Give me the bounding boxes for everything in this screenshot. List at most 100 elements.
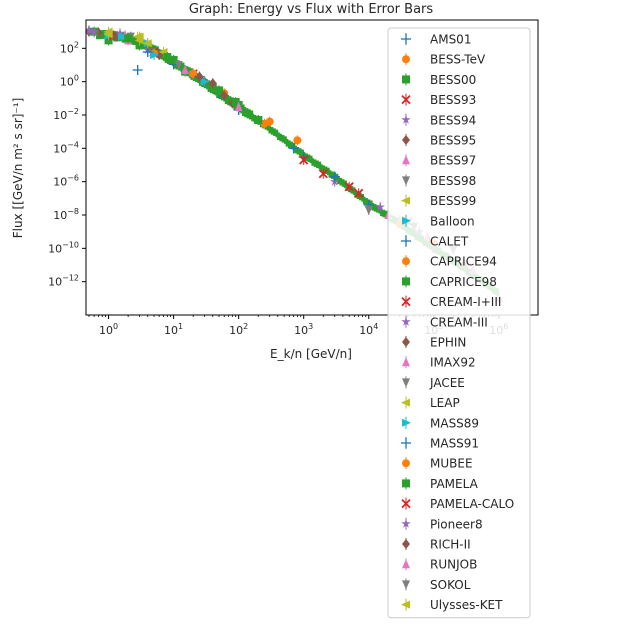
legend-label: SOKOL xyxy=(430,578,471,592)
band-mark xyxy=(298,148,302,152)
band-mark xyxy=(323,166,328,171)
legend-label: MASS89 xyxy=(430,416,479,430)
legend-label: CAPRICE94 xyxy=(430,255,497,269)
band-mark xyxy=(327,170,332,174)
band-mark xyxy=(338,177,343,182)
legend-marker xyxy=(402,277,410,286)
data-point xyxy=(142,47,153,58)
data-point xyxy=(117,32,127,41)
legend-item: BESS93 xyxy=(401,93,476,107)
band-mark xyxy=(319,164,323,168)
data-point xyxy=(142,39,152,48)
data-point xyxy=(220,90,229,101)
data-point xyxy=(115,28,125,38)
legend-item: Balloon xyxy=(402,214,475,228)
series-PAMELA-CALO xyxy=(299,154,354,192)
legend-marker xyxy=(401,196,410,205)
band-mark xyxy=(287,140,291,144)
legend-item: PAMELA xyxy=(402,477,479,491)
band-mark xyxy=(289,141,294,146)
band-mark xyxy=(381,209,386,214)
band-mark xyxy=(267,125,272,130)
legend-label: Pioneer8 xyxy=(430,517,483,531)
data-point xyxy=(163,53,172,62)
legend-item: MASS89 xyxy=(402,416,479,430)
legend-item: JACEE xyxy=(402,376,465,390)
band-mark xyxy=(343,180,347,185)
legend-label: BESS99 xyxy=(430,194,476,208)
band-mark xyxy=(309,155,313,160)
legend-label: JACEE xyxy=(429,376,465,390)
band-mark xyxy=(369,200,373,205)
legend-item: BESS-TeV xyxy=(402,53,486,67)
legend: AMS01 BESS-TeV BESS00 BESS93 BESS94 BESS95 BES… xyxy=(387,27,531,619)
legend-label: BESS98 xyxy=(430,174,476,188)
legend-item: CAPRICE98 xyxy=(402,275,497,289)
legend-label: Balloon xyxy=(430,214,475,228)
legend-item: BESS00 xyxy=(402,73,476,87)
band-mark xyxy=(280,135,285,139)
band-mark xyxy=(278,133,283,138)
legend-item: AMS01 xyxy=(401,33,471,47)
legend-label: CREAM-III xyxy=(430,315,488,329)
legend-marker xyxy=(401,296,411,307)
legend-marker xyxy=(402,580,410,590)
legend-marker xyxy=(401,236,411,246)
band-mark xyxy=(315,160,319,165)
data-point xyxy=(288,143,299,154)
band-mark xyxy=(312,159,317,163)
legend-marker xyxy=(402,155,410,165)
legend-marker xyxy=(401,600,410,609)
band-mark xyxy=(306,154,311,159)
legend-marker xyxy=(402,539,410,549)
legend-item: LEAP xyxy=(401,396,460,410)
band-mark xyxy=(330,171,334,175)
legend-marker xyxy=(401,498,411,509)
legend-marker xyxy=(401,114,411,124)
band-mark xyxy=(341,179,345,183)
data-point xyxy=(124,34,133,43)
legend-label: CALET xyxy=(430,235,469,249)
legend-item: PAMELA-CALO xyxy=(401,497,514,511)
legend-item: Ulysses-KET xyxy=(401,598,503,612)
band-mark xyxy=(375,205,379,209)
data-point xyxy=(132,65,143,76)
data-point xyxy=(344,182,354,192)
legend-marker xyxy=(402,337,410,347)
legend-label: BESS00 xyxy=(430,73,476,87)
legend-item: CAPRICE94 xyxy=(402,255,497,269)
data-point xyxy=(293,136,302,145)
band-mark xyxy=(179,62,185,68)
data-point xyxy=(299,155,309,165)
band-mark xyxy=(293,145,297,150)
legend-label: BESS93 xyxy=(430,93,476,107)
legend-item: BESS94 xyxy=(401,113,476,127)
legend-marker xyxy=(402,75,410,84)
legend-marker xyxy=(402,418,411,427)
data-point xyxy=(200,77,210,86)
legend-marker xyxy=(402,559,410,569)
band-mark xyxy=(383,210,388,215)
data-point xyxy=(150,50,160,59)
legend-item: BESS98 xyxy=(402,174,476,188)
series-MASS89 xyxy=(150,49,210,87)
legend-item: CREAM-III xyxy=(401,315,488,329)
data-point xyxy=(215,86,224,95)
legend-label: CAPRICE98 xyxy=(430,275,497,289)
data-point xyxy=(195,71,204,82)
legend-label: PAMELA-CALO xyxy=(430,497,514,511)
legend-marker xyxy=(402,176,410,186)
data-point xyxy=(89,26,99,36)
legend-marker xyxy=(401,438,411,448)
band-mark xyxy=(205,80,211,86)
legend-label: EPHIN xyxy=(430,336,466,350)
band-mark xyxy=(310,158,315,162)
legend-item: BESS99 xyxy=(401,194,476,208)
legend-item: EPHIN xyxy=(402,336,466,350)
data-point xyxy=(231,98,240,107)
band-mark xyxy=(334,173,339,178)
band-mark xyxy=(336,176,340,181)
band-mark xyxy=(284,139,289,143)
legend-marker xyxy=(401,398,410,407)
